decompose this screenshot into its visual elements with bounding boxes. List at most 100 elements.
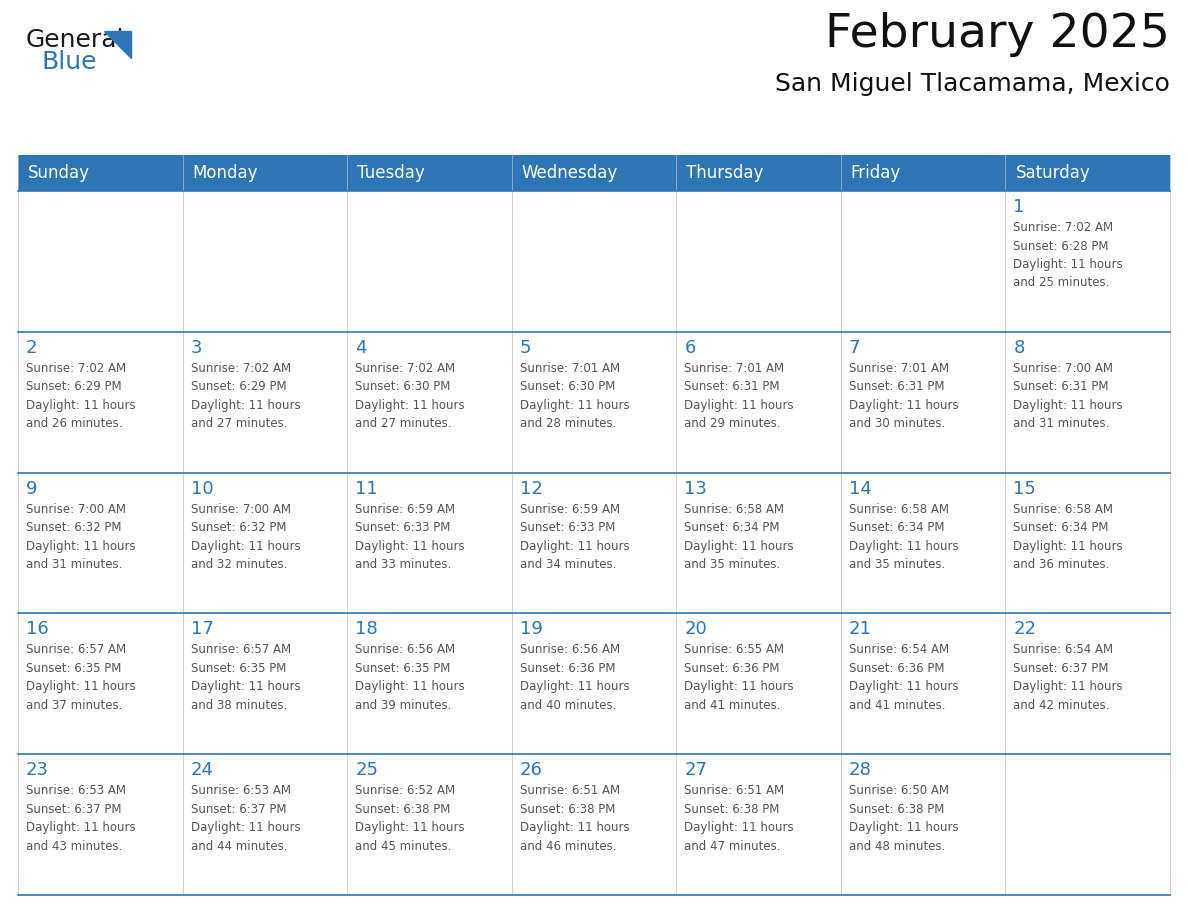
Bar bbox=[347, 155, 512, 191]
Text: Thursday: Thursday bbox=[687, 164, 764, 182]
Bar bbox=[1005, 331, 1170, 473]
Text: 27: 27 bbox=[684, 761, 707, 779]
Bar bbox=[512, 473, 676, 613]
Text: Sunrise: 6:50 AM
Sunset: 6:38 PM
Daylight: 11 hours
and 48 minutes.: Sunrise: 6:50 AM Sunset: 6:38 PM Dayligh… bbox=[849, 784, 959, 853]
Text: Sunrise: 6:58 AM
Sunset: 6:34 PM
Daylight: 11 hours
and 36 minutes.: Sunrise: 6:58 AM Sunset: 6:34 PM Dayligh… bbox=[1013, 502, 1123, 571]
Bar bbox=[1005, 155, 1170, 191]
Bar bbox=[347, 331, 512, 473]
Bar bbox=[347, 613, 512, 755]
Bar bbox=[183, 613, 347, 755]
Text: 16: 16 bbox=[26, 621, 49, 638]
Bar bbox=[512, 191, 676, 331]
Text: 8: 8 bbox=[1013, 339, 1025, 357]
Text: 28: 28 bbox=[849, 761, 872, 779]
Bar bbox=[512, 331, 676, 473]
Bar bbox=[18, 755, 183, 895]
Text: Sunrise: 6:59 AM
Sunset: 6:33 PM
Daylight: 11 hours
and 34 minutes.: Sunrise: 6:59 AM Sunset: 6:33 PM Dayligh… bbox=[519, 502, 630, 571]
Bar bbox=[183, 191, 347, 331]
Bar bbox=[1005, 473, 1170, 613]
Bar bbox=[676, 613, 841, 755]
Text: Tuesday: Tuesday bbox=[358, 164, 425, 182]
Text: 19: 19 bbox=[519, 621, 543, 638]
Text: 4: 4 bbox=[355, 339, 367, 357]
Text: Sunrise: 6:52 AM
Sunset: 6:38 PM
Daylight: 11 hours
and 45 minutes.: Sunrise: 6:52 AM Sunset: 6:38 PM Dayligh… bbox=[355, 784, 465, 853]
Text: Sunrise: 7:00 AM
Sunset: 6:32 PM
Daylight: 11 hours
and 31 minutes.: Sunrise: 7:00 AM Sunset: 6:32 PM Dayligh… bbox=[26, 502, 135, 571]
Text: Sunrise: 6:53 AM
Sunset: 6:37 PM
Daylight: 11 hours
and 43 minutes.: Sunrise: 6:53 AM Sunset: 6:37 PM Dayligh… bbox=[26, 784, 135, 853]
Bar bbox=[1005, 613, 1170, 755]
Bar bbox=[676, 155, 841, 191]
Text: Blue: Blue bbox=[42, 50, 96, 74]
Text: Sunrise: 7:01 AM
Sunset: 6:31 PM
Daylight: 11 hours
and 30 minutes.: Sunrise: 7:01 AM Sunset: 6:31 PM Dayligh… bbox=[849, 362, 959, 431]
Bar bbox=[676, 191, 841, 331]
Text: Sunrise: 7:02 AM
Sunset: 6:30 PM
Daylight: 11 hours
and 27 minutes.: Sunrise: 7:02 AM Sunset: 6:30 PM Dayligh… bbox=[355, 362, 465, 431]
Text: Sunrise: 7:01 AM
Sunset: 6:30 PM
Daylight: 11 hours
and 28 minutes.: Sunrise: 7:01 AM Sunset: 6:30 PM Dayligh… bbox=[519, 362, 630, 431]
Text: Sunrise: 6:51 AM
Sunset: 6:38 PM
Daylight: 11 hours
and 46 minutes.: Sunrise: 6:51 AM Sunset: 6:38 PM Dayligh… bbox=[519, 784, 630, 853]
Text: Sunday: Sunday bbox=[29, 164, 90, 182]
Bar bbox=[676, 473, 841, 613]
Bar bbox=[841, 755, 1005, 895]
Text: Sunrise: 6:58 AM
Sunset: 6:34 PM
Daylight: 11 hours
and 35 minutes.: Sunrise: 6:58 AM Sunset: 6:34 PM Dayligh… bbox=[684, 502, 794, 571]
Bar bbox=[841, 473, 1005, 613]
Bar bbox=[18, 331, 183, 473]
Text: Sunrise: 6:54 AM
Sunset: 6:37 PM
Daylight: 11 hours
and 42 minutes.: Sunrise: 6:54 AM Sunset: 6:37 PM Dayligh… bbox=[1013, 644, 1123, 711]
Bar bbox=[183, 155, 347, 191]
Bar bbox=[841, 155, 1005, 191]
Text: 21: 21 bbox=[849, 621, 872, 638]
Text: February 2025: February 2025 bbox=[826, 12, 1170, 57]
Text: 2: 2 bbox=[26, 339, 38, 357]
Bar bbox=[18, 473, 183, 613]
Text: Sunrise: 7:00 AM
Sunset: 6:32 PM
Daylight: 11 hours
and 32 minutes.: Sunrise: 7:00 AM Sunset: 6:32 PM Dayligh… bbox=[190, 502, 301, 571]
Polygon shape bbox=[105, 31, 131, 58]
Text: Sunrise: 7:01 AM
Sunset: 6:31 PM
Daylight: 11 hours
and 29 minutes.: Sunrise: 7:01 AM Sunset: 6:31 PM Dayligh… bbox=[684, 362, 794, 431]
Text: Sunrise: 6:53 AM
Sunset: 6:37 PM
Daylight: 11 hours
and 44 minutes.: Sunrise: 6:53 AM Sunset: 6:37 PM Dayligh… bbox=[190, 784, 301, 853]
Text: 9: 9 bbox=[26, 479, 38, 498]
Bar bbox=[183, 473, 347, 613]
Bar bbox=[183, 755, 347, 895]
Bar bbox=[512, 155, 676, 191]
Text: 7: 7 bbox=[849, 339, 860, 357]
Text: 11: 11 bbox=[355, 479, 378, 498]
Bar bbox=[18, 191, 183, 331]
Bar bbox=[1005, 191, 1170, 331]
Text: Friday: Friday bbox=[851, 164, 902, 182]
Bar bbox=[841, 331, 1005, 473]
Text: Sunrise: 6:54 AM
Sunset: 6:36 PM
Daylight: 11 hours
and 41 minutes.: Sunrise: 6:54 AM Sunset: 6:36 PM Dayligh… bbox=[849, 644, 959, 711]
Text: 15: 15 bbox=[1013, 479, 1036, 498]
Text: Wednesday: Wednesday bbox=[522, 164, 618, 182]
Text: 3: 3 bbox=[190, 339, 202, 357]
Text: 10: 10 bbox=[190, 479, 213, 498]
Text: Sunrise: 6:59 AM
Sunset: 6:33 PM
Daylight: 11 hours
and 33 minutes.: Sunrise: 6:59 AM Sunset: 6:33 PM Dayligh… bbox=[355, 502, 465, 571]
Text: 18: 18 bbox=[355, 621, 378, 638]
Text: 24: 24 bbox=[190, 761, 214, 779]
Text: Saturday: Saturday bbox=[1016, 164, 1091, 182]
Bar bbox=[347, 473, 512, 613]
Text: 14: 14 bbox=[849, 479, 872, 498]
Bar bbox=[347, 755, 512, 895]
Text: 13: 13 bbox=[684, 479, 707, 498]
Text: 6: 6 bbox=[684, 339, 696, 357]
Text: Sunrise: 6:58 AM
Sunset: 6:34 PM
Daylight: 11 hours
and 35 minutes.: Sunrise: 6:58 AM Sunset: 6:34 PM Dayligh… bbox=[849, 502, 959, 571]
Text: Sunrise: 7:02 AM
Sunset: 6:29 PM
Daylight: 11 hours
and 27 minutes.: Sunrise: 7:02 AM Sunset: 6:29 PM Dayligh… bbox=[190, 362, 301, 431]
Text: 25: 25 bbox=[355, 761, 378, 779]
Text: Sunrise: 7:00 AM
Sunset: 6:31 PM
Daylight: 11 hours
and 31 minutes.: Sunrise: 7:00 AM Sunset: 6:31 PM Dayligh… bbox=[1013, 362, 1123, 431]
Text: Sunrise: 6:56 AM
Sunset: 6:36 PM
Daylight: 11 hours
and 40 minutes.: Sunrise: 6:56 AM Sunset: 6:36 PM Dayligh… bbox=[519, 644, 630, 711]
Text: 26: 26 bbox=[519, 761, 543, 779]
Bar bbox=[841, 613, 1005, 755]
Bar bbox=[183, 331, 347, 473]
Bar bbox=[512, 755, 676, 895]
Bar bbox=[18, 613, 183, 755]
Text: Sunrise: 7:02 AM
Sunset: 6:28 PM
Daylight: 11 hours
and 25 minutes.: Sunrise: 7:02 AM Sunset: 6:28 PM Dayligh… bbox=[1013, 221, 1123, 289]
Text: 20: 20 bbox=[684, 621, 707, 638]
Text: Sunrise: 6:51 AM
Sunset: 6:38 PM
Daylight: 11 hours
and 47 minutes.: Sunrise: 6:51 AM Sunset: 6:38 PM Dayligh… bbox=[684, 784, 794, 853]
Text: San Miguel Tlacamama, Mexico: San Miguel Tlacamama, Mexico bbox=[775, 72, 1170, 96]
Bar bbox=[676, 331, 841, 473]
Bar bbox=[347, 191, 512, 331]
Text: 5: 5 bbox=[519, 339, 531, 357]
Text: Sunrise: 6:56 AM
Sunset: 6:35 PM
Daylight: 11 hours
and 39 minutes.: Sunrise: 6:56 AM Sunset: 6:35 PM Dayligh… bbox=[355, 644, 465, 711]
Text: 1: 1 bbox=[1013, 198, 1025, 216]
Text: Sunrise: 6:57 AM
Sunset: 6:35 PM
Daylight: 11 hours
and 38 minutes.: Sunrise: 6:57 AM Sunset: 6:35 PM Dayligh… bbox=[190, 644, 301, 711]
Text: General: General bbox=[26, 28, 125, 52]
Bar bbox=[18, 155, 183, 191]
Text: 22: 22 bbox=[1013, 621, 1036, 638]
Text: 12: 12 bbox=[519, 479, 543, 498]
